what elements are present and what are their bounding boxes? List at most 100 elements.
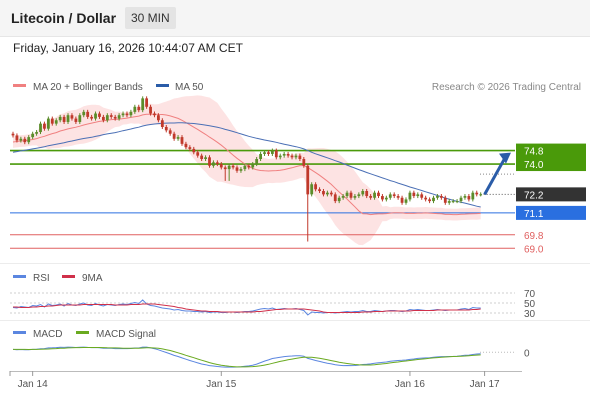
ma50-line	[12, 122, 481, 208]
candle	[302, 156, 306, 168]
candle	[255, 156, 259, 167]
header-bar: Litecoin / Dollar 30 MIN	[0, 0, 590, 37]
candle-body	[184, 143, 188, 148]
candle-body	[270, 150, 274, 154]
candle	[310, 182, 314, 197]
candle-body	[412, 192, 416, 197]
legend-macd-signal: MACD Signal	[96, 329, 156, 340]
candle	[365, 188, 369, 199]
legend-swatch-macd	[13, 331, 26, 334]
candle-body	[227, 165, 231, 170]
candle	[43, 121, 46, 131]
rsi-ma-line	[13, 303, 481, 313]
candle	[35, 130, 38, 136]
candle-body	[357, 194, 361, 197]
candle	[259, 151, 262, 162]
instrument-title: Litecoin / Dollar	[11, 10, 117, 26]
candle	[212, 160, 215, 168]
candle	[101, 114, 105, 123]
level-label-71-1: 71.1	[524, 209, 544, 220]
candle	[432, 195, 435, 204]
candle	[145, 96, 149, 109]
candle	[184, 141, 188, 150]
candle-body	[455, 201, 459, 203]
candle	[353, 194, 357, 200]
candle-body	[377, 192, 380, 197]
candle-body	[251, 164, 255, 168]
candle	[172, 131, 176, 141]
candle-body	[432, 197, 435, 202]
candle-body	[400, 197, 404, 203]
candle-body	[467, 196, 471, 200]
candle-body	[98, 113, 101, 117]
x-tick-label: Jan 15	[206, 379, 236, 390]
candle-body	[326, 192, 329, 195]
candle-body	[223, 167, 227, 170]
candle-body	[471, 192, 475, 200]
legend-swatch-rsi-ma	[62, 275, 75, 278]
macd-panel: 0	[12, 346, 530, 368]
x-tick-label: Jan 16	[395, 379, 425, 390]
candle-body	[196, 152, 200, 156]
candle-body	[157, 115, 160, 121]
candle	[369, 194, 373, 200]
candle-body	[294, 155, 298, 158]
candle-body	[235, 167, 239, 171]
candle-body	[231, 165, 235, 168]
candle	[377, 190, 380, 199]
candle-body	[78, 115, 82, 122]
last-price-label: 72.2	[524, 190, 544, 201]
candle-body	[101, 116, 105, 121]
candle-body	[39, 123, 42, 133]
candle	[247, 163, 251, 170]
candle	[420, 192, 424, 200]
candle-body	[247, 165, 251, 168]
candle-body	[23, 138, 27, 143]
candle	[160, 118, 164, 130]
candle	[314, 182, 318, 192]
candle	[153, 111, 156, 118]
candle-body	[46, 118, 50, 129]
candlesticks	[11, 96, 483, 242]
candle	[384, 195, 388, 202]
candle	[337, 195, 341, 204]
rsi-tick-50: 50	[524, 299, 536, 310]
candle-body	[141, 98, 145, 111]
candle-body	[361, 191, 365, 195]
ma20-line	[12, 113, 481, 216]
rsi-tick-30: 30	[524, 309, 536, 320]
candle	[290, 153, 294, 160]
candle	[251, 162, 255, 170]
candle	[23, 136, 27, 145]
candle	[31, 131, 35, 140]
bollinger-band-area	[13, 95, 481, 246]
candle	[125, 111, 129, 118]
candle	[109, 113, 113, 119]
candle	[215, 160, 219, 167]
candle	[322, 188, 325, 197]
candle	[27, 135, 31, 145]
candle-body	[424, 197, 428, 200]
candle-body	[94, 113, 97, 119]
candle	[11, 131, 15, 138]
candle	[412, 190, 416, 199]
candle	[349, 190, 353, 200]
candle-body	[43, 123, 46, 129]
candle	[176, 135, 180, 141]
projection-arrow-head	[499, 152, 511, 164]
candle	[243, 163, 247, 172]
candle	[235, 165, 239, 173]
candle-body	[145, 98, 149, 107]
candle	[113, 114, 117, 121]
candle	[361, 188, 365, 197]
candle-body	[82, 111, 86, 116]
candle	[50, 116, 54, 126]
candle-body	[459, 197, 463, 202]
candle	[388, 192, 392, 200]
candle-body	[137, 106, 141, 111]
timeframe-badge[interactable]: 30 MIN	[125, 7, 176, 29]
legend-rsi: RSI	[33, 273, 50, 284]
candle	[400, 195, 404, 205]
legend-ma20: MA 20 + Bollinger Bands	[33, 82, 143, 93]
candle-body	[278, 155, 282, 158]
